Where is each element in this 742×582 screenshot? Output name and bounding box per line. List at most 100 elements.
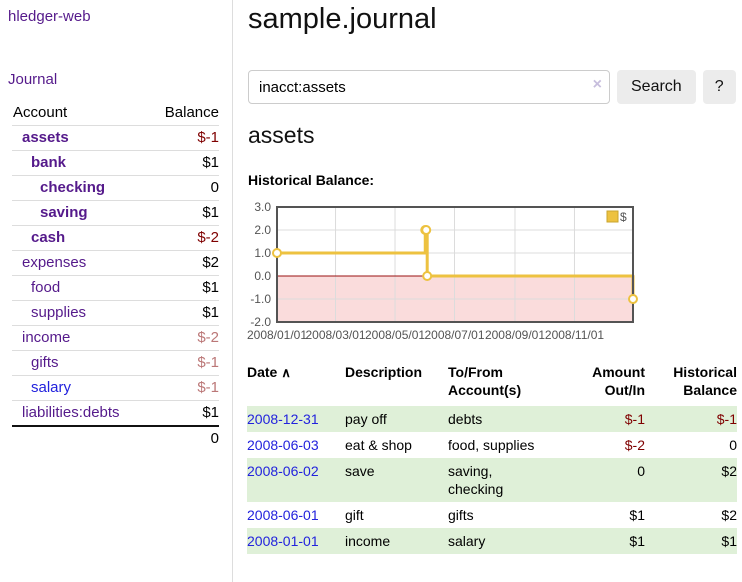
account-link-bank[interactable]: bank <box>12 154 66 171</box>
register-row: 2008-01-01incomesalary$1$1 <box>247 528 737 554</box>
search-button[interactable]: Search <box>617 70 696 104</box>
search-input-wrap: × <box>248 70 610 104</box>
account-balance: $1 <box>149 401 219 427</box>
account-link-gifts[interactable]: gifts <box>12 354 59 371</box>
register-balance-cell: $2 <box>645 458 737 502</box>
svg-text:3.0: 3.0 <box>254 201 271 214</box>
app-brand-link[interactable]: hledger-web <box>8 8 91 25</box>
svg-text:-2.0: -2.0 <box>250 315 271 329</box>
register-balance-cell: $-1 <box>645 406 737 432</box>
register-date-cell: 2008-06-03 <box>247 432 345 458</box>
register-row: 2008-06-01 giftgifts$1$2 <box>247 502 737 528</box>
account-balance: $1 <box>149 301 219 326</box>
account-link-supplies[interactable]: supplies <box>12 304 86 321</box>
transaction-date-link[interactable]: 2008-06-03 <box>247 437 319 453</box>
account-link-income[interactable]: income <box>12 329 70 346</box>
account-balance: $2 <box>149 251 219 276</box>
register-row: 2008-12-31pay offdebts$-1$-1 <box>247 406 737 432</box>
account-row: food$1 <box>12 276 219 301</box>
sort-ascending-icon[interactable]: ∧ <box>281 365 291 380</box>
register-date-cell: 2008-01-01 <box>247 528 345 554</box>
account-name-cell: income <box>12 326 149 351</box>
svg-text:2.0: 2.0 <box>254 223 271 237</box>
transaction-date-link[interactable]: 2008-01-01 <box>247 533 319 549</box>
transaction-date-link[interactable]: 2008-06-02 <box>247 463 319 479</box>
account-heading: assets <box>248 122 314 149</box>
register-accounts-cell: saving, checking <box>448 458 563 502</box>
register-date-cell: 2008-06-01 <box>247 502 345 528</box>
account-row: salary$-1 <box>12 376 219 401</box>
svg-text:0.0: 0.0 <box>254 269 271 283</box>
account-balance: $1 <box>149 151 219 176</box>
account-row: income $-2 <box>12 326 219 351</box>
register-header-date[interactable]: Date∧ <box>247 363 345 406</box>
register-balance-cell: 0 <box>645 432 737 458</box>
accounts-total-row: 0 <box>12 426 219 451</box>
svg-text:2008/09/01: 2008/09/01 <box>485 328 545 342</box>
account-row: expenses $2 <box>12 251 219 276</box>
transaction-date-link[interactable]: 2008-12-31 <box>247 411 319 427</box>
register-accounts-cell: food, supplies <box>448 432 563 458</box>
register-amount-cell: $-1 <box>563 406 645 432</box>
search-help-button[interactable]: ? <box>703 70 736 104</box>
register-header-amount: Amount Out/In <box>563 363 645 406</box>
register-date-cell: 2008-06-02 <box>247 458 345 502</box>
accounts-table-body: assets$-1 bank $1 checking 0 saving $1 cash $-2 e… <box>12 126 219 427</box>
search-input[interactable] <box>248 70 610 104</box>
register-accounts-cell: salary <box>448 528 563 554</box>
transaction-date-link[interactable]: 2008-06-01 <box>247 507 319 523</box>
account-link-assets[interactable]: assets <box>12 129 69 146</box>
account-link-food[interactable]: food <box>12 279 60 296</box>
register-description-cell: income <box>345 528 448 554</box>
account-row: saving $1 <box>12 201 219 226</box>
accounts-total-spacer <box>12 426 149 451</box>
register-description-cell: pay off <box>345 406 448 432</box>
register-description-cell: save <box>345 458 448 502</box>
register-row: 2008-06-02 savesaving, checking0$2 <box>247 458 737 502</box>
account-row: liabilities:debts $1 <box>12 401 219 427</box>
search-form: × Search ? <box>248 70 736 104</box>
account-link-saving[interactable]: saving <box>12 204 88 221</box>
account-row: supplies $1 <box>12 301 219 326</box>
register-amount-cell: $-2 <box>563 432 645 458</box>
svg-text:2008/01/01: 2008/01/01 <box>247 328 307 342</box>
account-row: bank $1 <box>12 151 219 176</box>
account-balance: 0 <box>149 176 219 201</box>
account-row: gifts$-1 <box>12 351 219 376</box>
account-balance: $1 <box>149 201 219 226</box>
svg-text:$: $ <box>620 210 627 224</box>
accounts-table-header-row: Account Balance <box>12 101 219 126</box>
account-link-salary[interactable]: salary <box>12 379 71 396</box>
register-row: 2008-06-03 eat & shopfood, supplies$-20 <box>247 432 737 458</box>
register-accounts-cell: gifts <box>448 502 563 528</box>
register-balance-cell: $1 <box>645 528 737 554</box>
register-description-cell: eat & shop <box>345 432 448 458</box>
register-header-description: Description <box>345 363 448 406</box>
register-table-body: 2008-12-31pay offdebts$-1$-12008-06-03ea… <box>247 406 737 554</box>
accounts-header-balance: Balance <box>149 101 219 126</box>
accounts-header-account: Account <box>12 101 149 126</box>
account-row: assets$-1 <box>12 126 219 151</box>
register-balance-cell: $2 <box>645 502 737 528</box>
account-name-cell: food <box>12 276 149 301</box>
accounts-total-balance: 0 <box>149 426 219 451</box>
register-amount-cell: $1 <box>563 502 645 528</box>
svg-text:-1.0: -1.0 <box>250 292 271 306</box>
account-link-checking[interactable]: checking <box>12 179 105 196</box>
account-name-cell: salary <box>12 376 149 401</box>
sidebar: hledger-web Journal Account Balance asse… <box>0 0 233 582</box>
account-link-cash[interactable]: cash <box>12 229 65 246</box>
sidebar-item-journal[interactable]: Journal <box>8 71 57 88</box>
svg-text:2008/03/01: 2008/03/01 <box>305 328 365 342</box>
account-name-cell: saving <box>12 201 149 226</box>
register-description-cell: gift <box>345 502 448 528</box>
account-link-liabilities-debts[interactable]: liabilities:debts <box>12 404 120 421</box>
svg-text:1.0: 1.0 <box>254 246 271 260</box>
accounts-table: Account Balance assets$-1 bank $1 checking 0… <box>12 101 219 451</box>
clear-search-icon[interactable]: × <box>593 76 602 94</box>
account-link-expenses[interactable]: expenses <box>12 254 86 271</box>
register-amount-cell: $1 <box>563 528 645 554</box>
account-name-cell: checking <box>12 176 149 201</box>
register-amount-cell: 0 <box>563 458 645 502</box>
account-balance: $-2 <box>149 326 219 351</box>
